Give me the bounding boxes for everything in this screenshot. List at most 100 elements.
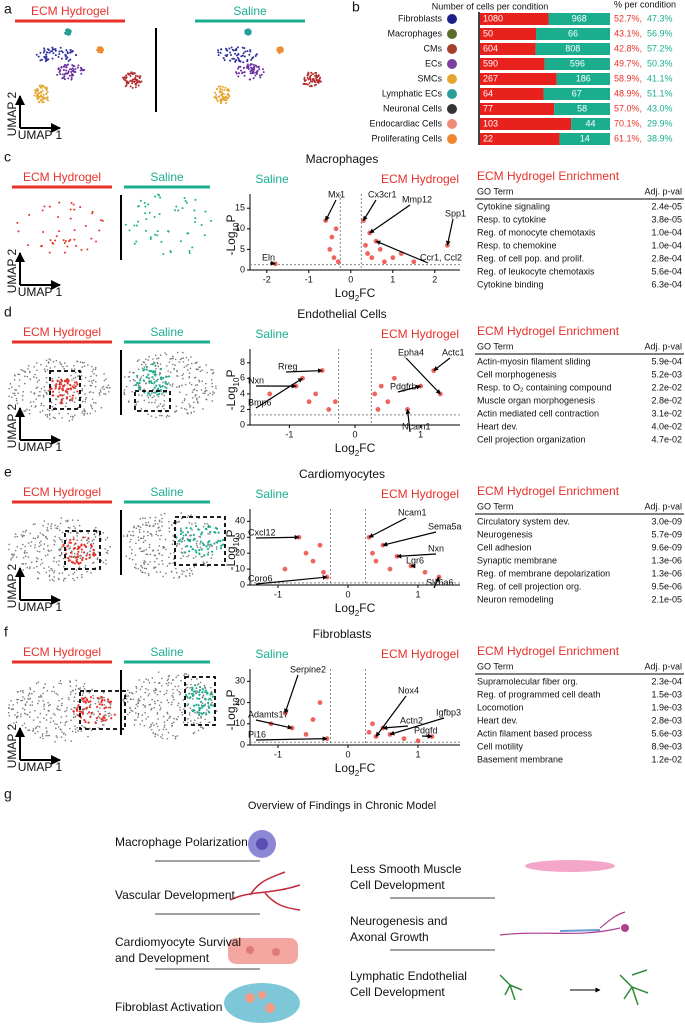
gene-arrow <box>445 218 454 246</box>
umap-cell <box>45 359 48 362</box>
umap-cell <box>192 389 195 391</box>
gene-arrow <box>285 368 323 374</box>
umap-cell <box>175 676 178 678</box>
umap-cell <box>172 696 174 698</box>
point <box>373 558 379 564</box>
umap-cell <box>185 356 188 359</box>
umap-cell <box>126 701 129 703</box>
group-label: Saline <box>255 647 289 661</box>
x-axis-label-part: Log <box>335 601 355 615</box>
umap-cell <box>52 560 55 563</box>
umap-cell <box>144 205 147 208</box>
point <box>422 569 428 575</box>
umap-cell <box>108 712 111 715</box>
umap-cell <box>148 692 151 695</box>
umap-cell <box>69 51 72 54</box>
umap-cell <box>28 409 31 411</box>
umap-cell <box>35 398 38 400</box>
gene-label: Lgr6 <box>406 555 424 565</box>
umap-cell <box>34 91 37 94</box>
umap-cell <box>91 210 94 213</box>
umap-cell <box>45 713 48 716</box>
umap-cell <box>72 416 74 418</box>
umap-cell <box>178 576 180 579</box>
umap-cell <box>140 363 143 366</box>
umap-cell <box>138 531 141 533</box>
umap-cell <box>165 692 168 694</box>
umap-cell <box>187 359 190 361</box>
umap-cell <box>45 377 48 379</box>
umap-cell <box>193 566 196 568</box>
go-term: Locomotion <box>477 702 524 712</box>
umap-cell <box>94 385 97 388</box>
umap-cell <box>165 728 168 731</box>
umap-cell <box>53 691 56 693</box>
bar-value: 58 <box>577 103 587 113</box>
umap-cell <box>39 712 42 715</box>
umap-cell <box>125 74 128 77</box>
umap-cell <box>69 238 72 241</box>
umap-cell <box>209 219 212 222</box>
umap-cell <box>255 53 258 56</box>
umap-cell <box>260 73 263 76</box>
umap-cell <box>66 245 69 248</box>
umap-cell <box>50 549 52 552</box>
umap-cell <box>194 522 197 524</box>
umap-cell <box>147 521 150 524</box>
umap-cell <box>138 394 140 396</box>
umap-cell <box>71 730 74 733</box>
umap-cell <box>187 369 189 371</box>
gene-label: Spp1 <box>445 208 466 218</box>
umap-cell <box>73 525 75 528</box>
umap-cell <box>211 701 214 704</box>
umap-cell <box>42 231 45 234</box>
go-pval: 4.0e-02 <box>651 421 682 431</box>
umap-cell <box>194 684 197 687</box>
umap-cell <box>47 553 49 556</box>
umap-cell <box>141 367 144 370</box>
umap-cell <box>100 391 102 393</box>
umap-cell <box>21 543 24 546</box>
umap-cell <box>79 557 82 559</box>
umap-cell <box>216 100 219 103</box>
umap-cell <box>22 563 25 565</box>
umap-cell <box>146 531 149 533</box>
umap-cell <box>27 695 30 697</box>
umap-cell <box>54 403 57 406</box>
umap-cell <box>134 712 137 714</box>
umap-cell <box>304 82 307 85</box>
umap-cell <box>166 711 169 714</box>
umap-cell <box>144 561 147 563</box>
umap-cell <box>145 522 147 524</box>
point <box>401 736 407 742</box>
umap-cell <box>47 362 50 364</box>
umap-cell <box>58 380 61 382</box>
umap-cell <box>86 712 89 715</box>
go-term: Reg. of monocyte chemotaxis <box>477 227 596 237</box>
umap-cell <box>145 365 148 368</box>
umap-cell <box>68 74 71 77</box>
umap-cell <box>20 699 22 702</box>
umap-cell <box>137 84 140 87</box>
umap-cell <box>211 695 214 698</box>
umap-cell <box>131 390 133 393</box>
umap-cell <box>33 376 35 378</box>
umap-y-label: UMAP 2 <box>5 723 19 768</box>
umap-cell <box>41 409 44 412</box>
umap-cell <box>77 730 79 732</box>
umap-cell <box>157 357 160 359</box>
x-axis-label: Log2FC <box>335 441 376 457</box>
umap-cell <box>221 543 225 546</box>
umap-cell <box>45 365 48 367</box>
umap-x-label: UMAP 1 <box>18 440 63 454</box>
category-dot <box>447 59 457 69</box>
umap-cell <box>188 540 191 543</box>
umap-cell <box>185 695 188 698</box>
bar-value: 50 <box>483 28 493 38</box>
umap-cell <box>147 377 150 380</box>
umap-cell <box>94 536 97 538</box>
umap-cell <box>103 388 105 391</box>
umap-cell <box>133 72 136 75</box>
umap-cell <box>197 729 200 732</box>
umap-cell <box>159 354 162 357</box>
